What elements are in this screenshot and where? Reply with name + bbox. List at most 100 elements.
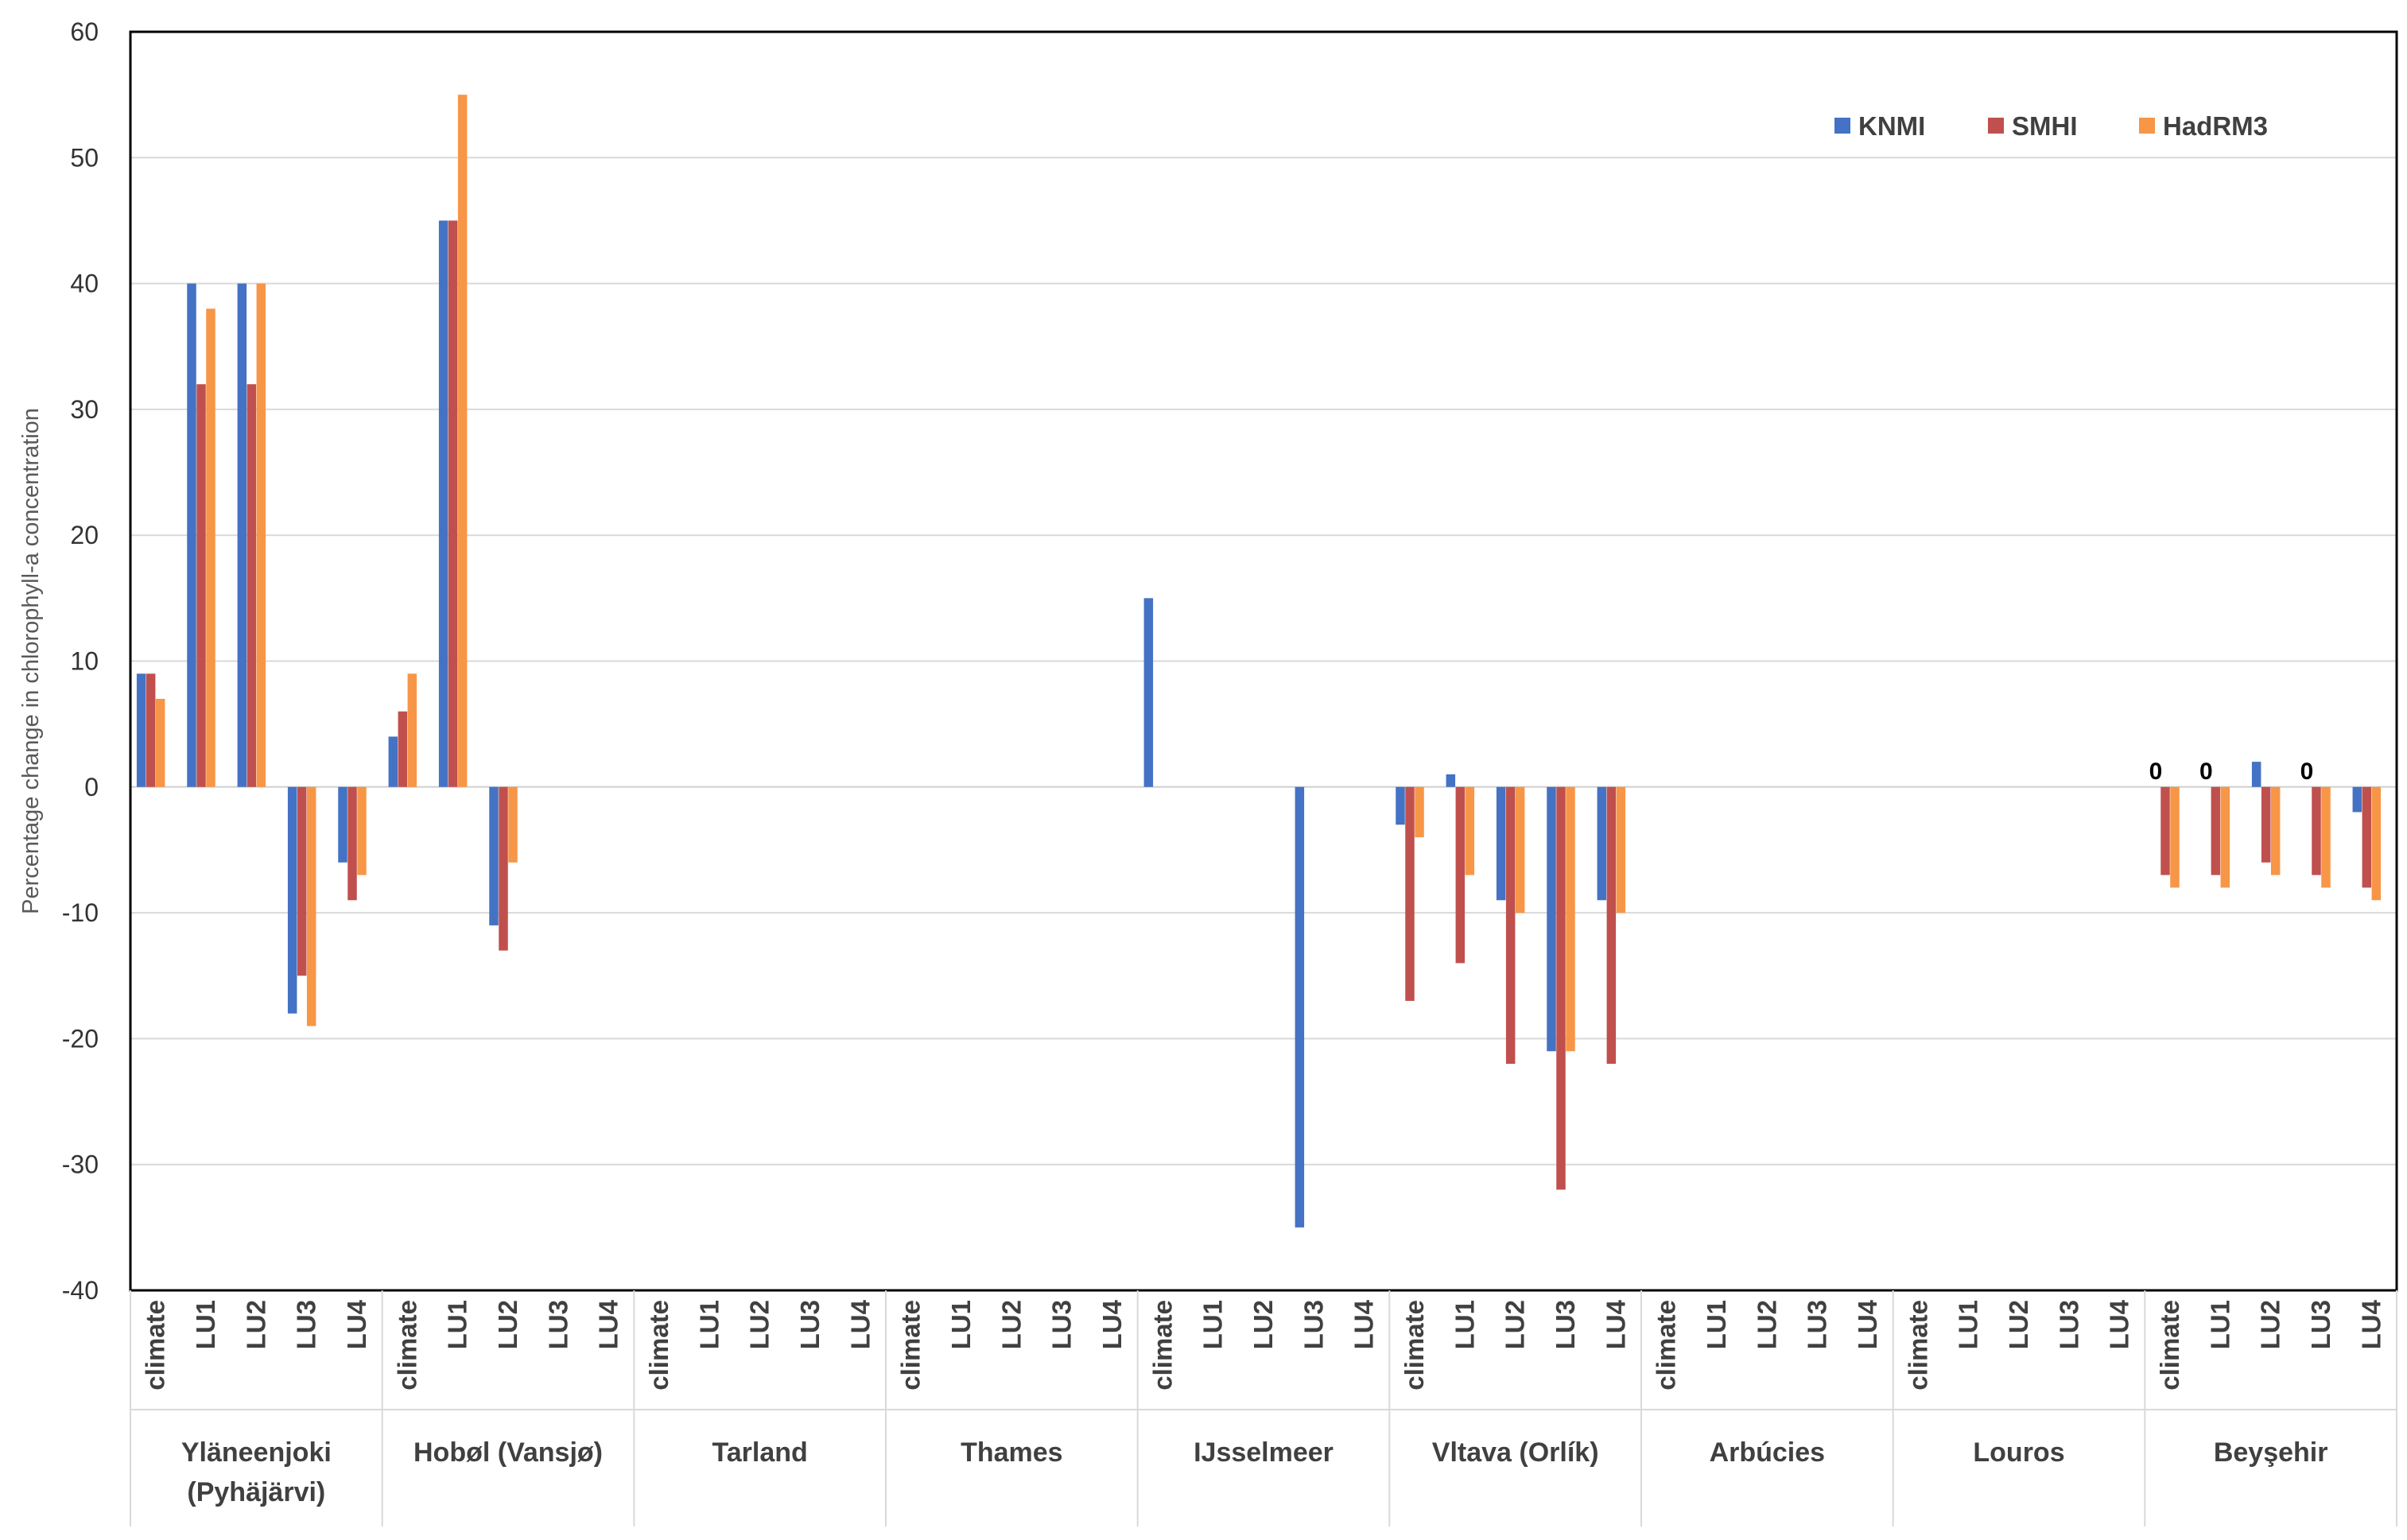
- group-label: Beyşehir: [2214, 1437, 2328, 1468]
- gridlines: [130, 157, 2397, 1166]
- bar-knmi: [1547, 786, 1556, 1052]
- scenario-label: LU3: [292, 1300, 321, 1349]
- bar-knmi: [438, 220, 448, 787]
- bar-hadrm3: [2270, 786, 2281, 875]
- y-tick-label: 50: [70, 143, 99, 172]
- scenario-label: LU4: [1601, 1299, 1630, 1349]
- bar-smhi: [2160, 786, 2170, 875]
- scenario-label: LU4: [1853, 1299, 1882, 1349]
- y-tick-labels: 60 50 40 30 20 10 0 -10 -20 -30 -40: [62, 17, 99, 1305]
- bar-smhi: [2261, 786, 2271, 863]
- bar-hadrm3: [1515, 786, 1525, 914]
- bar-smhi: [1505, 786, 1516, 1065]
- bar-knmi: [1295, 786, 1305, 1228]
- data-label: 0: [2199, 758, 2213, 785]
- scenario-label: climate: [1400, 1300, 1429, 1391]
- bar-smhi: [398, 711, 408, 787]
- bar-hadrm3: [1465, 786, 1475, 875]
- scenario-label: LU1: [191, 1300, 220, 1349]
- bar-smhi: [448, 220, 458, 787]
- bar-hadrm3: [1415, 786, 1424, 838]
- bar-hadrm3: [2170, 786, 2180, 888]
- scenario-label: LU4: [845, 1299, 875, 1349]
- bar-smhi: [146, 673, 156, 787]
- scenario-label: LU2: [2004, 1300, 2033, 1349]
- bar-knmi: [136, 673, 146, 787]
- x-axis-labels: climate LU1 LU2 LU3 LU4 Yläneenjoki (Pyhäjärvi…: [141, 1299, 2386, 1507]
- bar-smhi: [1556, 786, 1566, 1190]
- bar-knmi: [237, 283, 247, 787]
- scenario-label: LU1: [1702, 1300, 1731, 1349]
- bars: 0 0 0: [136, 95, 2382, 1228]
- bar-hadrm3: [2321, 786, 2331, 888]
- bar-smhi: [1405, 786, 1415, 1001]
- bar-hadrm3: [508, 786, 518, 863]
- group-label: Louros: [1973, 1437, 2064, 1468]
- scenario-label: climate: [644, 1300, 674, 1391]
- bar-smhi: [297, 786, 307, 976]
- scenario-label: LU1: [694, 1300, 724, 1349]
- y-tick-label: 30: [70, 395, 99, 424]
- bar-knmi: [1143, 598, 1154, 787]
- group-label: Hobøl (Vansjø): [413, 1437, 603, 1468]
- axes: [129, 30, 2398, 1526]
- scenario-label: LU3: [795, 1300, 825, 1349]
- bar-hadrm3: [155, 698, 165, 787]
- legend-label-hadrm3: HadRM3: [2163, 111, 2268, 141]
- legend: KNMI SMHI HadRM3: [1834, 111, 2268, 141]
- y-tick-label: -10: [62, 898, 99, 927]
- legend-swatch-smhi: [1988, 118, 2004, 134]
- bar-hadrm3: [1616, 786, 1626, 914]
- bar-knmi: [1496, 786, 1506, 901]
- scenario-label: LU2: [1248, 1300, 1278, 1349]
- bar-smhi: [499, 786, 508, 951]
- scenario-label: LU1: [1450, 1300, 1479, 1349]
- scenario-label: LU3: [1047, 1300, 1077, 1349]
- scenario-label: LU4: [2105, 1299, 2134, 1349]
- y-axis-label: Percentage change in chlorophyll-a conce…: [18, 408, 44, 914]
- bar-knmi: [338, 786, 347, 863]
- scenario-label: LU3: [2054, 1300, 2083, 1349]
- bar-knmi: [1396, 786, 1405, 825]
- scenario-label: LU1: [2205, 1300, 2234, 1349]
- plot-border: [129, 30, 2398, 1292]
- bar-smhi: [2211, 786, 2221, 875]
- group-label: Tarland: [712, 1437, 808, 1468]
- bar-hadrm3: [306, 786, 316, 1026]
- scenario-label: climate: [1652, 1300, 1681, 1391]
- bar-smhi: [2362, 786, 2372, 888]
- bar-smhi: [2312, 786, 2321, 875]
- scenario-label: LU4: [342, 1299, 371, 1349]
- y-tick-label: 0: [84, 773, 99, 801]
- scenario-label: LU2: [241, 1300, 270, 1349]
- scenario-label: LU3: [1299, 1300, 1328, 1349]
- group-label: Yläneenjoki: [181, 1437, 332, 1468]
- group-label: IJsselmeer: [1194, 1437, 1334, 1468]
- bar-smhi: [247, 384, 257, 787]
- scenario-label: LU2: [1500, 1300, 1530, 1349]
- bar-hadrm3: [357, 786, 367, 875]
- bar-knmi: [2251, 762, 2261, 787]
- scenario-label: climate: [392, 1300, 421, 1391]
- scenario-label: LU3: [2306, 1300, 2335, 1349]
- scenario-label: LU3: [543, 1300, 573, 1349]
- group-label: Vltava (Orlík): [1432, 1437, 1599, 1468]
- bar-knmi: [187, 283, 196, 787]
- scenario-label: LU2: [2256, 1300, 2285, 1349]
- bar-hadrm3: [2371, 786, 2382, 901]
- scenario-label: climate: [1903, 1300, 1932, 1391]
- bar-hadrm3: [407, 673, 417, 787]
- scenario-label: climate: [141, 1300, 170, 1391]
- y-tick-label: 40: [70, 270, 99, 298]
- bar-knmi: [388, 736, 398, 787]
- scenario-label: LU2: [996, 1300, 1026, 1349]
- scenario-label: LU1: [946, 1300, 976, 1349]
- scenario-label: LU4: [2356, 1299, 2386, 1349]
- legend-label-smhi: SMHI: [2012, 111, 2078, 141]
- scenario-label: climate: [1147, 1300, 1177, 1391]
- y-tick-label: 20: [70, 521, 99, 549]
- scenario-label: LU1: [1198, 1300, 1228, 1349]
- scenario-label: LU3: [1551, 1300, 1580, 1349]
